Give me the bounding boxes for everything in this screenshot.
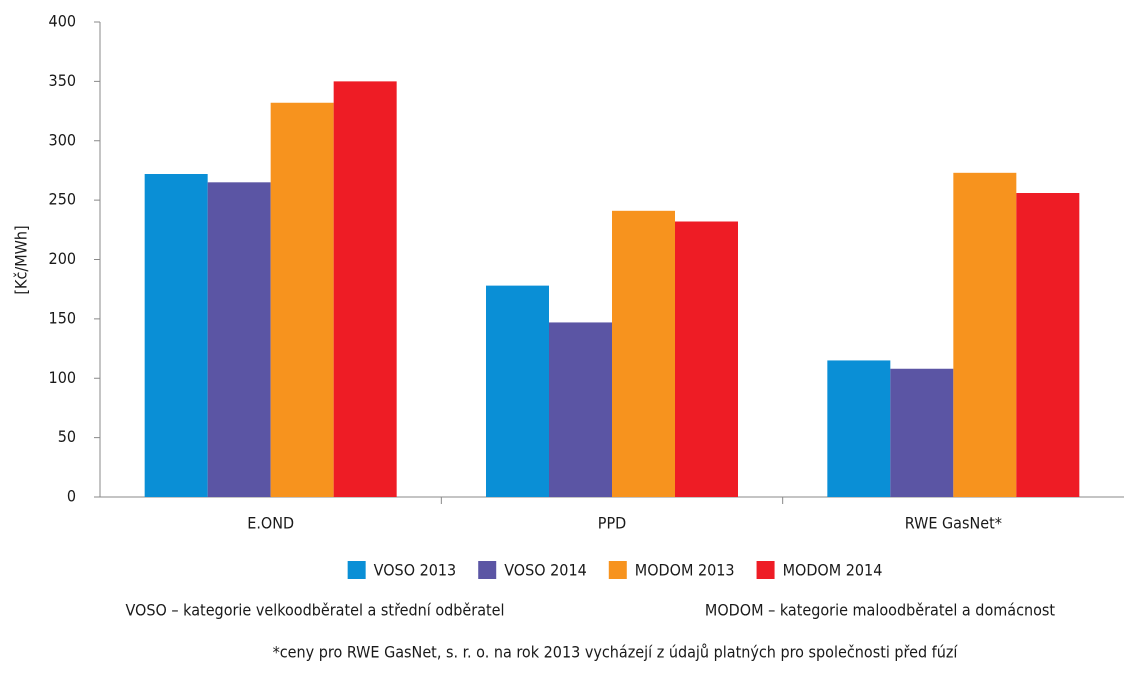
x-tick-label: PPD (598, 514, 626, 533)
legend-swatch (756, 561, 775, 579)
bar (486, 285, 549, 497)
legend-label: MODOM 2014 (783, 561, 883, 580)
bar (675, 221, 738, 497)
y-tick-label: 100 (49, 368, 76, 387)
legend-label: VOSO 2014 (504, 561, 587, 580)
bar (1016, 193, 1080, 497)
legend-label: VOSO 2013 (374, 561, 457, 580)
note: MODOM – kategorie maloodběratel a domácn… (705, 601, 1056, 620)
bar (333, 81, 397, 497)
bar (890, 368, 954, 497)
bar (144, 174, 208, 497)
bar (612, 210, 675, 497)
y-tick-label: 400 (49, 12, 76, 31)
y-tick-label: 150 (49, 308, 76, 327)
bar (270, 102, 334, 497)
y-axis-label: [Kč/MWh] (12, 225, 31, 294)
y-tick-label: 50 (58, 427, 76, 446)
y-tick-label: 250 (49, 190, 76, 209)
bar (953, 172, 1017, 497)
y-tick-label: 200 (49, 249, 76, 268)
x-tick-label: RWE GasNet* (905, 514, 1002, 533)
note: VOSO – kategorie velkoodběratel a středn… (125, 601, 504, 620)
bar (207, 182, 271, 497)
legend-swatch (347, 561, 366, 579)
legend-swatch (608, 561, 627, 579)
bar (549, 322, 612, 497)
x-tick-label: E.OND (247, 514, 294, 533)
legend-swatch (478, 561, 497, 579)
y-tick-label: 350 (49, 71, 76, 90)
y-tick-label: 0 (67, 487, 76, 506)
legend-label: MODOM 2013 (635, 561, 735, 580)
y-tick-label: 300 (49, 130, 76, 149)
bar (827, 360, 891, 497)
footnote: *ceny pro RWE GasNet, s. r. o. na rok 20… (273, 643, 959, 662)
